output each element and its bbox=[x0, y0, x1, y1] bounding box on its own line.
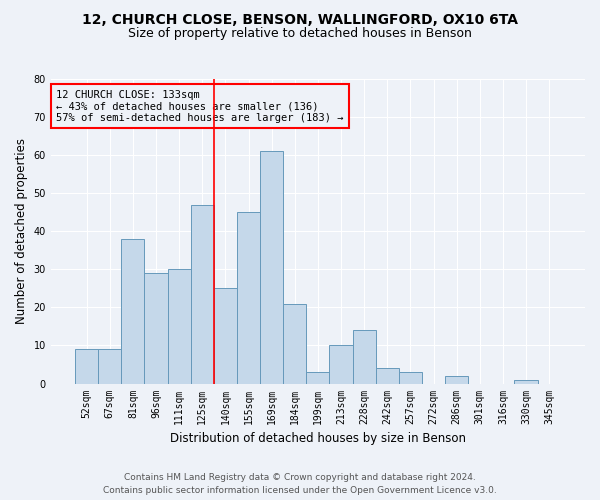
Text: Contains HM Land Registry data © Crown copyright and database right 2024.
Contai: Contains HM Land Registry data © Crown c… bbox=[103, 473, 497, 495]
Bar bbox=[167, 270, 191, 384]
Bar bbox=[121, 239, 145, 384]
Bar bbox=[307, 372, 329, 384]
Bar bbox=[399, 372, 422, 384]
Text: 12, CHURCH CLOSE, BENSON, WALLINGFORD, OX10 6TA: 12, CHURCH CLOSE, BENSON, WALLINGFORD, O… bbox=[82, 12, 518, 26]
Bar bbox=[191, 204, 214, 384]
Y-axis label: Number of detached properties: Number of detached properties bbox=[15, 138, 28, 324]
Bar bbox=[283, 304, 307, 384]
Bar bbox=[329, 346, 353, 384]
Bar bbox=[353, 330, 376, 384]
X-axis label: Distribution of detached houses by size in Benson: Distribution of detached houses by size … bbox=[170, 432, 466, 445]
Bar bbox=[214, 288, 237, 384]
Bar bbox=[145, 273, 167, 384]
Bar bbox=[514, 380, 538, 384]
Text: 12 CHURCH CLOSE: 133sqm
← 43% of detached houses are smaller (136)
57% of semi-d: 12 CHURCH CLOSE: 133sqm ← 43% of detache… bbox=[56, 90, 344, 123]
Text: Size of property relative to detached houses in Benson: Size of property relative to detached ho… bbox=[128, 28, 472, 40]
Bar bbox=[260, 152, 283, 384]
Bar bbox=[445, 376, 468, 384]
Bar bbox=[237, 212, 260, 384]
Bar bbox=[376, 368, 399, 384]
Bar bbox=[98, 350, 121, 384]
Bar bbox=[75, 350, 98, 384]
